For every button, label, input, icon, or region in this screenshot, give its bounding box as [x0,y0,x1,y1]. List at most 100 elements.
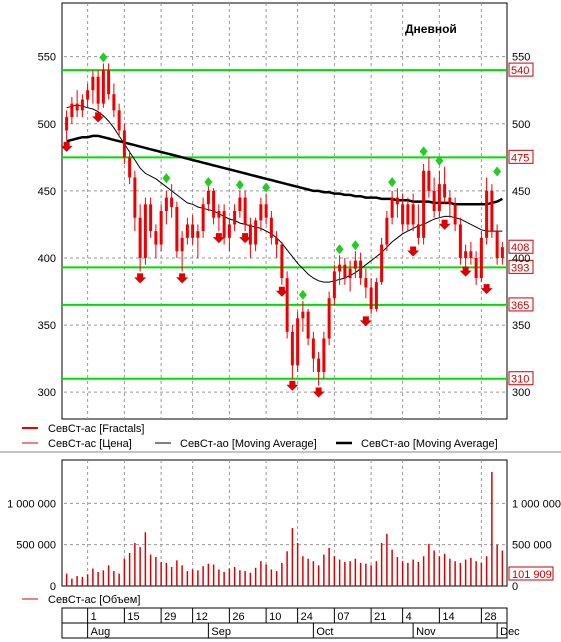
candle-body-26 [201,204,205,232]
candle-body-43 [290,331,294,366]
fractal-down-12 [459,266,472,277]
fractal-up-0 [99,52,108,63]
candle-12 [128,150,132,185]
candle-body-37 [259,204,263,221]
month-label-0: Aug [91,626,111,638]
candle-body-19 [164,197,168,211]
candle-body-78 [474,257,478,279]
candle-63 [395,188,399,218]
candle-body-40 [275,237,279,245]
candle-60 [380,237,384,285]
candle-71 [437,170,441,218]
candle-52 [338,255,342,285]
candle-body-4 [86,90,90,100]
candle-body-68 [422,170,426,238]
candle-73 [448,190,452,218]
candle-body-81 [490,190,494,232]
candle-68 [422,164,426,245]
candle-body-9 [112,94,116,111]
candle-83 [500,241,504,265]
level-box-3 [508,297,534,312]
candle-body-2 [75,103,79,111]
candle-0 [65,110,69,140]
candle-body-52 [338,264,342,272]
month-label-4: Dec [500,626,520,638]
candle-77 [469,241,473,265]
candle-body-25 [196,231,200,238]
candle-1 [70,96,74,124]
candle-45 [301,300,305,332]
candle-11 [122,123,126,165]
fractal-down-13 [480,284,493,295]
candle-body-48 [317,358,321,373]
candle-body-30 [222,211,226,238]
candle-31 [227,217,231,252]
candle-69 [427,157,431,198]
candle-41 [280,241,284,285]
y-tick-right-0: 300 [512,387,530,399]
candle-body-60 [380,244,384,283]
candle-body-80 [485,190,489,238]
candle-23 [185,217,189,245]
candle-27 [206,184,210,211]
candle-44 [296,311,300,373]
vol-tick-left-0: 0 [50,581,56,593]
day-label-8: 21 [374,611,386,623]
candle-10 [117,103,121,138]
candle-body-11 [122,130,126,158]
candle-25 [196,224,200,258]
candle-body-82 [495,231,499,258]
fractal-down-3 [176,273,189,284]
month-label-1: Sep [211,626,231,638]
candle-body-59 [374,282,378,309]
level-label-2: 393 [511,262,529,274]
candle-body-65 [406,204,410,225]
candle-78 [474,251,478,285]
candle-19 [164,190,168,225]
date-layer: 1 15 29 12 26 10 24 07 21 4 14 28 Aug Sep Oct Nov Dec [87,608,520,638]
candle-54 [348,260,352,292]
candle-79 [479,231,483,283]
candle-body-5 [91,76,95,91]
candle-body-83 [500,247,504,258]
candle-body-38 [264,204,268,218]
ma-fast-line [66,104,503,283]
fractal-down-7 [286,380,299,391]
candle-66 [411,193,415,232]
candle-body-76 [464,251,468,258]
candle-7 [101,63,105,108]
y-tick-left-2: 400 [38,253,56,265]
legend-ma-slow-label: СевСт-ао [Moving Average] [361,438,498,450]
candle-81 [490,184,494,238]
vol-tick-right-1: 500 000 [512,540,552,552]
candle-body-35 [248,224,252,245]
candle-28 [212,188,216,225]
candle-body-20 [170,197,174,207]
fractal-down-6 [275,286,288,297]
candle-3 [80,94,84,118]
month-label-2: Oct [316,626,333,638]
last-price-label: 408 [511,242,529,254]
volume-layer: 101 909 [65,471,554,586]
day-label-5: 10 [269,611,281,623]
volume-panel-frame [61,459,508,587]
candle-body-73 [448,197,452,205]
candle-40 [275,231,279,258]
candle-body-71 [437,184,441,211]
candle-body-45 [301,311,305,319]
candle-body-0 [65,117,69,131]
y-tick-left-5: 550 [38,52,56,64]
candle-body-61 [385,217,389,245]
candle-body-70 [432,190,436,211]
candle-body-15 [143,204,147,258]
candle-9 [112,83,116,118]
candle-37 [259,197,263,232]
candle-body-21 [175,206,179,252]
candle-72 [443,166,447,205]
fractal-up-2 [204,177,213,188]
candle-body-44 [296,318,300,366]
level-box-0 [508,62,534,77]
candle-80 [485,177,489,245]
last-volume-label: 101 909 [512,569,552,581]
